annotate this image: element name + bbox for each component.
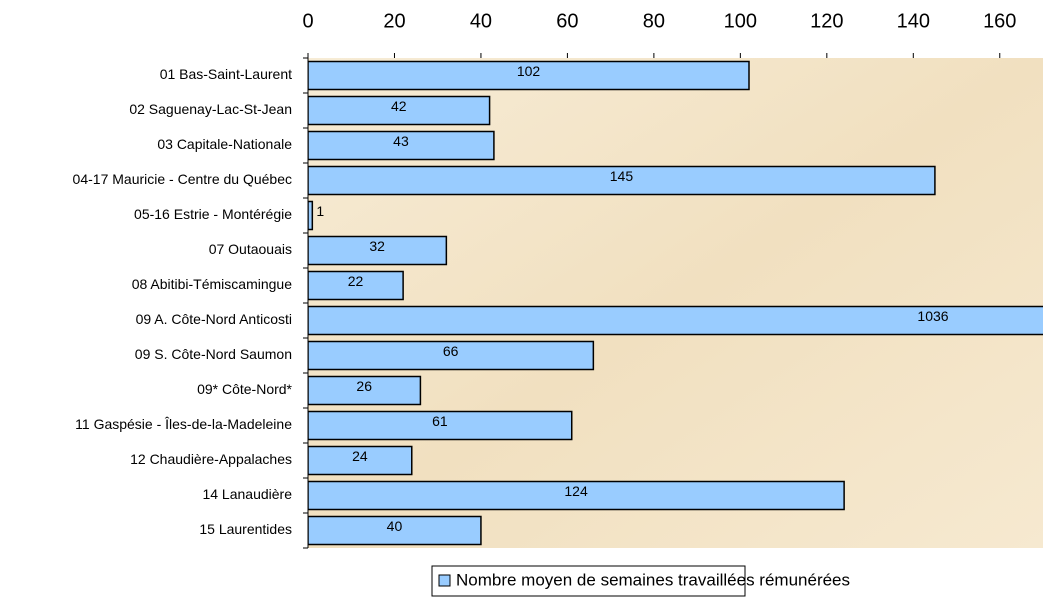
- legend-label: Nombre moyen de semaines travaillées rém…: [456, 570, 850, 589]
- value-label: 1: [316, 203, 324, 219]
- bar: [308, 200, 314, 231]
- y-tick-label: 04-17 Mauricie - Centre du Québec: [73, 171, 292, 187]
- y-tick-label: 14 Lanaudière: [202, 486, 292, 502]
- y-tick-label: 02 Saguenay-Lac-St-Jean: [129, 101, 292, 117]
- x-tick-label: 140: [897, 10, 930, 32]
- value-label: 40: [387, 518, 403, 534]
- x-tick-label: 80: [643, 10, 665, 32]
- bar: [308, 165, 936, 196]
- bar: [308, 305, 1043, 336]
- value-label: 102: [517, 63, 541, 79]
- bar: [308, 445, 413, 476]
- legend-box: [431, 565, 746, 597]
- value-label: 43: [393, 133, 409, 149]
- value-label: 61: [432, 413, 448, 429]
- y-tick-label: 01 Bas-Saint-Laurent: [160, 66, 292, 82]
- bar: [308, 95, 491, 126]
- legend-swatch: [438, 574, 451, 587]
- y-tick-label: 11 Gaspésie - Îles-de-la-Madeleine: [75, 416, 292, 432]
- y-tick-label: 08 Abitibi-Témiscamingue: [132, 276, 293, 292]
- bar: [308, 375, 422, 406]
- x-tick-label: 120: [810, 10, 843, 32]
- value-label: 22: [348, 273, 364, 289]
- bar: [308, 60, 750, 91]
- y-tick-label: 03 Capitale-Nationale: [157, 136, 292, 152]
- bar: [308, 340, 595, 371]
- bar: [308, 235, 448, 266]
- y-tick-label: 15 Laurentides: [199, 521, 292, 537]
- value-label: 66: [443, 343, 459, 359]
- y-tick-label: 05-16 Estrie - Montérégie: [134, 206, 292, 222]
- value-label: 24: [352, 448, 368, 464]
- value-label: 42: [391, 98, 407, 114]
- bars: [308, 60, 1043, 546]
- value-label: 124: [564, 483, 588, 499]
- x-tick-label: 20: [383, 10, 405, 32]
- x-tick-label: 160: [983, 10, 1016, 32]
- bar: [308, 480, 845, 511]
- bar: [308, 270, 404, 301]
- bar: [308, 515, 482, 546]
- value-label: 145: [610, 168, 634, 184]
- y-tick-label: 07 Outaouais: [209, 241, 292, 257]
- y-tick-label: 12 Chaudière-Appalaches: [130, 451, 292, 467]
- value-label: 26: [356, 378, 372, 394]
- y-tick-label: 09 S. Côte-Nord Saumon: [135, 346, 292, 362]
- bar: [308, 130, 495, 161]
- value-label: 1036: [917, 308, 948, 324]
- bar: [308, 410, 573, 441]
- x-tick-label: 100: [724, 10, 757, 32]
- value-label: 32: [369, 238, 385, 254]
- x-tick-label: 40: [470, 10, 492, 32]
- y-tick-label: 09 A. Côte-Nord Anticosti: [136, 311, 292, 327]
- y-tick-label: 09* Côte-Nord*: [197, 381, 292, 397]
- x-tick-label: 0: [302, 10, 313, 32]
- x-tick-label: 60: [556, 10, 578, 32]
